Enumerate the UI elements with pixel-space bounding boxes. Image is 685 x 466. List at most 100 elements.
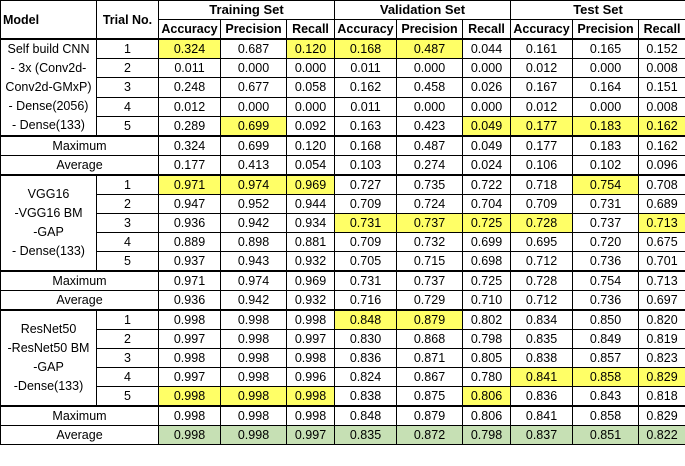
table-row: 3 0.936 0.942 0.934 0.731 0.737 0.725 0.728 0.73… [1,213,685,233]
metric-value: 0.103 [334,155,397,176]
trial-number: 4 [96,367,159,387]
metric-value: 0.823 [638,348,685,368]
metric-value: 0.838 [510,348,574,368]
trial-number: 3 [96,213,159,233]
metric-value: 0.974 [220,270,287,291]
metric-value: 0.998 [220,405,287,426]
metric-value: 0.836 [510,386,574,407]
model-description-line: VGG16 [27,187,70,201]
model-description-line: - Dense(133) [12,244,85,258]
metric-value: 0.705 [334,251,397,272]
metric-value: 0.152 [638,38,685,60]
metric-value: 0.841 [510,405,574,426]
metric-value: 0.850 [572,309,640,330]
metric-value: 0.943 [220,251,287,272]
metric-value: 0.805 [461,348,512,368]
trial-number: 3 [96,77,159,98]
metric-value: 0.998 [158,425,221,445]
average-row: Average 0.998 0.998 0.997 0.835 0.872 0.798 0.8… [0,425,685,445]
table-row: 5 0.998 0.998 0.998 0.838 0.875 0.806 0.836 0.84… [1,386,685,407]
metric-value: 0.713 [638,270,685,291]
model-description: VGG16 -VGG16 BM -GAP - Dense(133) [0,174,97,272]
metric-value: 0.937 [158,251,221,272]
metric-value: 0.971 [158,174,221,195]
table-row: 3 0.248 0.677 0.058 0.162 0.458 0.026 0.167 0.16… [1,77,685,98]
metric-value: 0.718 [510,174,574,195]
metric-value: 0.998 [158,348,221,368]
metric-value: 0.879 [396,405,463,426]
metric-value: 0.879 [396,309,463,330]
metric-value: 0.806 [461,405,512,426]
metric-value: 0.997 [286,425,335,445]
metric-value: 0.881 [286,232,335,252]
maximum-row: Maximum 0.971 0.974 0.969 0.731 0.737 0.725 0.7… [0,270,685,291]
model-description: ResNet50 -ResNet50 BM -GAP -Dense(133) [0,309,97,407]
metric-value: 0.709 [334,194,397,214]
metric-value: 0.012 [510,58,574,79]
metric-value: 0.735 [396,174,463,195]
metric-value: 0.998 [220,309,287,330]
metric-value: 0.952 [220,194,287,214]
metric-value: 0.819 [638,329,685,349]
metric-value: 0.997 [286,329,335,349]
metric-value: 0.858 [572,367,640,387]
metric-value: 0.248 [158,77,221,98]
maximum-row: Maximum 0.998 0.998 0.998 0.848 0.879 0.806 0.8… [0,405,685,426]
metric-value: 0.161 [510,38,574,60]
metric-value: 0.324 [158,135,221,156]
metric-value: 0.458 [396,77,463,98]
metric-value: 0.168 [334,38,397,60]
metric-value: 0.049 [461,135,512,156]
metric-value: 0.162 [334,77,397,98]
metric-value: 0.932 [286,251,335,272]
metric-value: 0.731 [334,270,397,291]
metric-value: 0.728 [510,270,574,291]
metric-value: 0.736 [572,290,640,311]
model-description-line: -GAP [33,360,64,374]
model-description-line: Self build CNN [7,42,90,56]
model-description-line: - Dense(133) [12,118,85,132]
metric-value: 0.423 [396,115,463,137]
metric-value: 0.709 [510,194,574,214]
trial-number: 4 [96,232,159,252]
metric-value: 0.687 [220,38,287,60]
metric-value: 0.998 [220,386,287,407]
metric-value: 0.934 [286,213,335,233]
metric-value: 0.000 [461,96,512,117]
metric-value: 0.709 [334,232,397,252]
metric-value: 0.836 [334,348,397,368]
header-row-groups: Model Trial No. Training Set Validation … [0,0,685,40]
metric-value: 0.000 [220,58,287,79]
results-table: Model Trial No. Training Set Validation … [0,0,685,445]
metric-value: 0.998 [220,329,287,349]
metric-value: 0.857 [572,348,640,368]
metric-value: 0.974 [220,174,287,195]
training-recall-header: Recall [286,19,335,40]
metric-value: 0.829 [638,405,685,426]
metric-value: 0.000 [220,96,287,117]
metric-value: 0.715 [396,251,463,272]
metric-value: 0.712 [510,290,574,311]
metric-value: 0.818 [638,386,685,407]
maximum-label: Maximum [0,270,159,291]
metric-value: 0.162 [638,115,685,137]
metric-value: 0.998 [158,309,221,330]
metric-value: 0.834 [510,309,574,330]
metric-value: 0.151 [638,77,685,98]
model-description-line: -GAP [33,225,64,239]
average-label: Average [0,290,159,311]
metric-value: 0.731 [334,213,397,233]
metric-value: 0.008 [638,96,685,117]
metric-value: 0.969 [286,270,335,291]
metric-value: 0.889 [158,232,221,252]
metric-value: 0.867 [396,367,463,387]
metric-value: 0.731 [572,194,640,214]
table-row: 2 0.011 0.000 0.000 0.011 0.000 0.000 0.012 0.00… [1,58,685,79]
metric-value: 0.932 [286,290,335,311]
metric-value: 0.780 [461,367,512,387]
metric-value: 0.698 [461,251,512,272]
metric-value: 0.000 [286,96,335,117]
metric-value: 0.720 [572,232,640,252]
table-row: 4 0.997 0.998 0.996 0.824 0.867 0.780 0.841 0.85… [1,367,685,387]
metric-value: 0.754 [572,174,640,195]
